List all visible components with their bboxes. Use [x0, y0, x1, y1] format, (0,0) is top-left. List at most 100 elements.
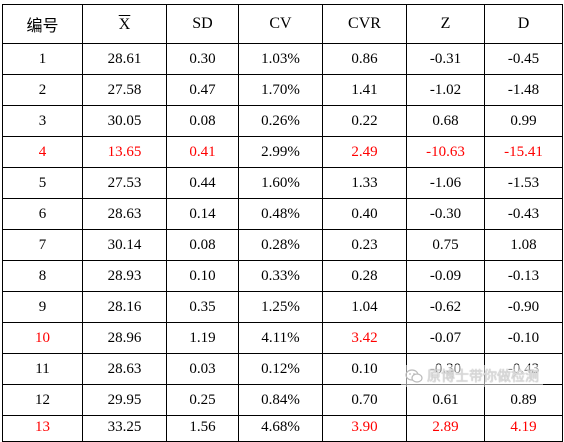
header-cvr: CVR — [322, 4, 407, 44]
cell-id: 8 — [2, 260, 83, 292]
cell-cv: 0.12% — [238, 353, 323, 385]
cell-cv: 4.11% — [238, 322, 323, 354]
header-z: Z — [406, 4, 485, 44]
cell-z: -0.07 — [406, 322, 485, 354]
cell-d: 0.99 — [484, 105, 563, 137]
cell-mean: 27.53 — [82, 167, 167, 199]
cell-d: -1.53 — [484, 167, 563, 199]
cell-mean: 28.63 — [82, 353, 167, 385]
cell-cvr: 0.10 — [322, 353, 407, 385]
cell-cvr: 0.86 — [322, 43, 407, 75]
header-mean-label: X — [118, 16, 131, 33]
table-row: 9 28.16 0.35 1.25% 1.04 -0.62 -0.90 — [2, 291, 563, 323]
table-row: 4 13.65 0.41 2.99% 2.49 -10.63 -15.41 — [2, 136, 563, 168]
cell-cvr: 1.41 — [322, 74, 407, 106]
cell-d: -1.48 — [484, 74, 563, 106]
cell-sd: 0.25 — [166, 384, 239, 416]
cell-cv: 1.25% — [238, 291, 323, 323]
cell-id: 7 — [2, 229, 83, 261]
cell-cv: 0.33% — [238, 260, 323, 292]
table-body: 1 28.61 0.30 1.03% 0.86 -0.31 -0.45 2 27.58 0.47 1… — [2, 43, 563, 442]
cell-cvr: 1.33 — [322, 167, 407, 199]
cell-mean: 33.25 — [82, 415, 167, 442]
cell-id: 1 — [2, 43, 83, 75]
cell-sd: 0.08 — [166, 105, 239, 137]
cell-id: 13 — [2, 415, 83, 442]
cell-cvr: 0.23 — [322, 229, 407, 261]
cell-cvr: 0.40 — [322, 198, 407, 230]
cell-id: 6 — [2, 198, 83, 230]
header-cv: CV — [238, 4, 323, 44]
cell-d: 1.08 — [484, 229, 563, 261]
header-mean: X — [82, 4, 167, 44]
cell-id: 12 — [2, 384, 83, 416]
table-row: 1 28.61 0.30 1.03% 0.86 -0.31 -0.45 — [2, 43, 563, 75]
cell-mean: 28.93 — [82, 260, 167, 292]
watermark: 原博士带你做检测 — [401, 365, 543, 387]
cell-d: -0.43 — [484, 198, 563, 230]
table-row: 2 27.58 0.47 1.70% 1.41 -1.02 -1.48 — [2, 74, 563, 106]
cell-d: 0.89 — [484, 384, 563, 416]
cell-id: 11 — [2, 353, 83, 385]
cell-sd: 0.14 — [166, 198, 239, 230]
cell-d: -0.45 — [484, 43, 563, 75]
cell-id: 9 — [2, 291, 83, 323]
cell-cvr: 1.04 — [322, 291, 407, 323]
cell-z: 0.68 — [406, 105, 485, 137]
cell-z: 2.89 — [406, 415, 485, 442]
cell-sd: 0.41 — [166, 136, 239, 168]
table-row: 12 29.95 0.25 0.84% 0.70 0.61 0.89 — [2, 384, 563, 416]
cell-cvr: 3.90 — [322, 415, 407, 442]
table-row: 8 28.93 0.10 0.33% 0.28 -0.09 -0.13 — [2, 260, 563, 292]
cell-sd: 1.56 — [166, 415, 239, 442]
cell-cv: 0.84% — [238, 384, 323, 416]
table-row: 13 33.25 1.56 4.68% 3.90 2.89 4.19 — [2, 415, 563, 442]
cell-mean: 29.95 — [82, 384, 167, 416]
header-d: D — [484, 4, 563, 44]
cell-cvr: 0.70 — [322, 384, 407, 416]
cell-mean: 30.05 — [82, 105, 167, 137]
cell-sd: 0.44 — [166, 167, 239, 199]
cell-cvr: 0.28 — [322, 260, 407, 292]
cell-cv: 0.26% — [238, 105, 323, 137]
header-id: 编号 — [2, 4, 83, 44]
cell-id: 3 — [2, 105, 83, 137]
cell-cv: 0.28% — [238, 229, 323, 261]
cell-z: -1.06 — [406, 167, 485, 199]
table-row: 5 27.53 0.44 1.60% 1.33 -1.06 -1.53 — [2, 167, 563, 199]
cell-z: -0.30 — [406, 198, 485, 230]
cell-mean: 28.63 — [82, 198, 167, 230]
cell-cvr: 3.42 — [322, 322, 407, 354]
cell-id: 5 — [2, 167, 83, 199]
cell-d: 4.19 — [484, 415, 563, 442]
cell-sd: 0.35 — [166, 291, 239, 323]
table-row: 10 28.96 1.19 4.11% 3.42 -0.07 -0.10 — [2, 322, 563, 354]
table-row: 6 28.63 0.14 0.48% 0.40 -0.30 -0.43 — [2, 198, 563, 230]
cell-sd: 0.47 — [166, 74, 239, 106]
table-row: 7 30.14 0.08 0.28% 0.23 0.75 1.08 — [2, 229, 563, 261]
cell-cv: 1.60% — [238, 167, 323, 199]
cell-z: -10.63 — [406, 136, 485, 168]
cell-z: -0.09 — [406, 260, 485, 292]
cell-sd: 0.10 — [166, 260, 239, 292]
cell-sd: 0.03 — [166, 353, 239, 385]
cell-z: 0.61 — [406, 384, 485, 416]
cell-mean: 27.58 — [82, 74, 167, 106]
data-table: 编号 X SD CV CVR Z D 1 28.61 0.30 1.03% 0.86 -0… — [2, 4, 563, 442]
cell-id: 2 — [2, 74, 83, 106]
cell-cv: 1.03% — [238, 43, 323, 75]
cell-sd: 1.19 — [166, 322, 239, 354]
cell-mean: 28.96 — [82, 322, 167, 354]
cell-d: -0.90 — [484, 291, 563, 323]
cell-z: -0.62 — [406, 291, 485, 323]
watermark-text: 原博士带你做检测 — [427, 369, 539, 385]
cell-mean: 28.61 — [82, 43, 167, 75]
cell-cvr: 0.22 — [322, 105, 407, 137]
cell-id: 4 — [2, 136, 83, 168]
cell-mean: 30.14 — [82, 229, 167, 261]
cell-sd: 0.08 — [166, 229, 239, 261]
cell-id: 10 — [2, 322, 83, 354]
table-row: 3 30.05 0.08 0.26% 0.22 0.68 0.99 — [2, 105, 563, 137]
cell-cv: 4.68% — [238, 415, 323, 442]
header-row: 编号 X SD CV CVR Z D — [2, 4, 563, 44]
